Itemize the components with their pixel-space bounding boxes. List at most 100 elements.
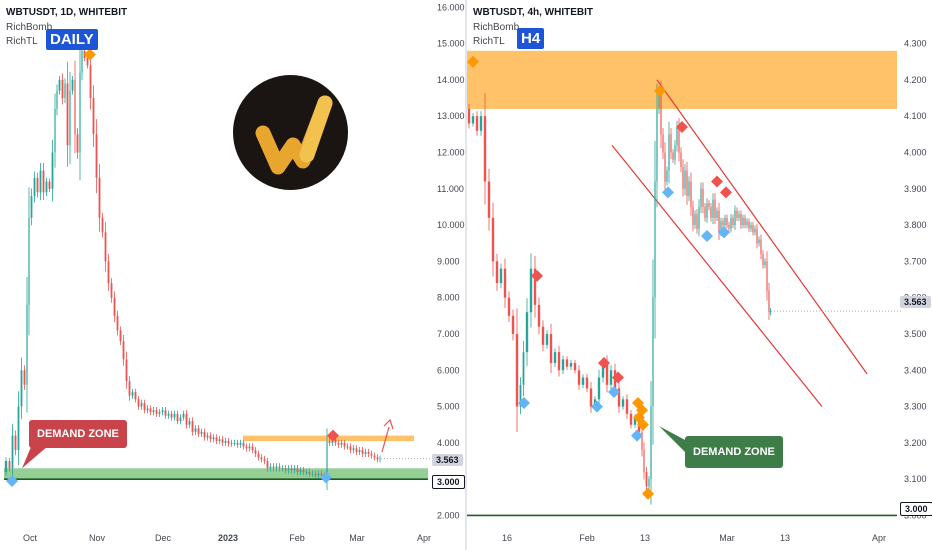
candle-body <box>511 315 515 334</box>
y-tick-label: 7.000 <box>437 329 460 339</box>
candle-body <box>173 413 176 418</box>
candle-body <box>700 188 702 207</box>
candle-body <box>676 127 678 146</box>
candle-body <box>748 221 750 229</box>
candle-body <box>179 417 182 422</box>
candle-body <box>54 108 56 153</box>
candle-body <box>299 470 302 472</box>
candle-body <box>39 170 42 193</box>
signal-marker-blue <box>591 400 603 413</box>
candle-body <box>641 431 643 451</box>
candle-body <box>736 210 738 218</box>
y-tick-label: 3.900 <box>904 184 927 194</box>
candle-body <box>732 217 734 226</box>
candle-body <box>738 214 740 218</box>
candle-body <box>224 441 227 443</box>
daily-indicator-richtl[interactable]: RichTL <box>6 36 38 47</box>
candle-body <box>164 410 167 416</box>
candle-body <box>760 239 762 255</box>
candle-body <box>305 471 308 473</box>
candle-body <box>678 127 680 153</box>
candle-body <box>714 199 716 218</box>
candle-body <box>740 214 742 226</box>
candle-body <box>668 134 670 171</box>
h4-chart-panel[interactable]: 4.3004.2004.1004.0003.9003.8003.7003.600… <box>467 0 932 550</box>
candle-body <box>633 417 637 425</box>
candle-body <box>30 196 33 218</box>
h4-indicator-richbomb[interactable]: RichBomb <box>473 22 520 33</box>
candle-body <box>625 399 629 414</box>
candle-body <box>376 457 379 460</box>
candle-body <box>206 435 209 438</box>
candle-body <box>664 152 666 182</box>
candle-body <box>569 363 573 367</box>
candle-body <box>503 268 507 298</box>
candle-body <box>756 228 758 244</box>
signal-marker-orange <box>642 487 654 500</box>
candle-body <box>545 333 549 345</box>
candle-body <box>95 134 98 178</box>
candle-body <box>218 439 221 442</box>
signal-marker-red <box>676 121 688 134</box>
h4-indicator-richtl[interactable]: RichTL <box>473 36 505 47</box>
candle-body <box>730 217 732 229</box>
candle-body <box>131 392 134 396</box>
candle-body <box>704 206 706 218</box>
candle-body <box>507 297 511 316</box>
y-tick-label: 11.000 <box>437 184 464 194</box>
candle-body <box>317 473 320 476</box>
daily-demand-zone-label: DEMAND ZONE <box>29 420 127 448</box>
daily-indicator-richbomb[interactable]: RichBomb <box>6 22 53 33</box>
x-tick-label: Apr <box>417 533 431 543</box>
x-tick-label: Nov <box>89 533 106 543</box>
signal-marker-orange <box>654 84 666 97</box>
candle-body <box>718 210 720 233</box>
candle-body <box>236 442 239 445</box>
wb-logo-mark <box>255 95 333 175</box>
candle-body <box>475 116 479 131</box>
y-tick-label: 3.200 <box>904 438 927 448</box>
candle-body <box>143 402 146 411</box>
candle-body <box>629 413 633 425</box>
candle-body <box>137 399 140 407</box>
candle-body <box>764 261 766 265</box>
candle-body <box>215 437 218 442</box>
candle-body <box>260 457 263 460</box>
signal-marker-red <box>711 175 723 188</box>
y-tick-label: 6.000 <box>437 365 460 375</box>
candle-body <box>762 254 764 265</box>
candle-body <box>69 90 71 146</box>
signal-marker-red <box>531 269 543 282</box>
y-tick-label: 3.500 <box>904 329 927 339</box>
candle-body <box>302 470 305 472</box>
candle-body <box>266 461 269 469</box>
candle-body <box>358 450 361 452</box>
candle-body <box>483 116 487 182</box>
y-tick-label: 3.400 <box>904 365 927 375</box>
y-tick-label: 8.000 <box>437 293 460 303</box>
supply-zone <box>467 50 897 109</box>
candle-body <box>343 442 346 447</box>
candle-body <box>110 283 113 298</box>
candle-body <box>694 214 696 226</box>
candle-body <box>722 221 724 226</box>
candle-body <box>293 468 296 471</box>
candle-body <box>308 471 311 474</box>
candle-body <box>522 352 525 385</box>
candle-body <box>724 217 726 226</box>
candle-body <box>128 381 131 396</box>
h4-chart-canvas[interactable]: 4.3004.2004.1004.0003.9003.8003.7003.600… <box>467 0 932 550</box>
candle-body <box>296 468 299 472</box>
candle-body <box>170 413 173 418</box>
signal-marker-red <box>720 186 732 199</box>
candle-body <box>750 225 752 229</box>
daily-support-price-tag: 3.000 <box>432 475 465 489</box>
candle-body <box>373 455 376 458</box>
candle-body <box>601 363 605 378</box>
candle-body <box>74 79 76 135</box>
x-tick-label: 16 <box>502 533 512 543</box>
candle-body <box>245 446 248 449</box>
candle-body <box>200 431 203 434</box>
daily-chart-panel[interactable]: 16.000 15.000 14.000 13.000 12.000 11.000 10.0… <box>0 0 465 550</box>
candle-body <box>122 341 125 360</box>
